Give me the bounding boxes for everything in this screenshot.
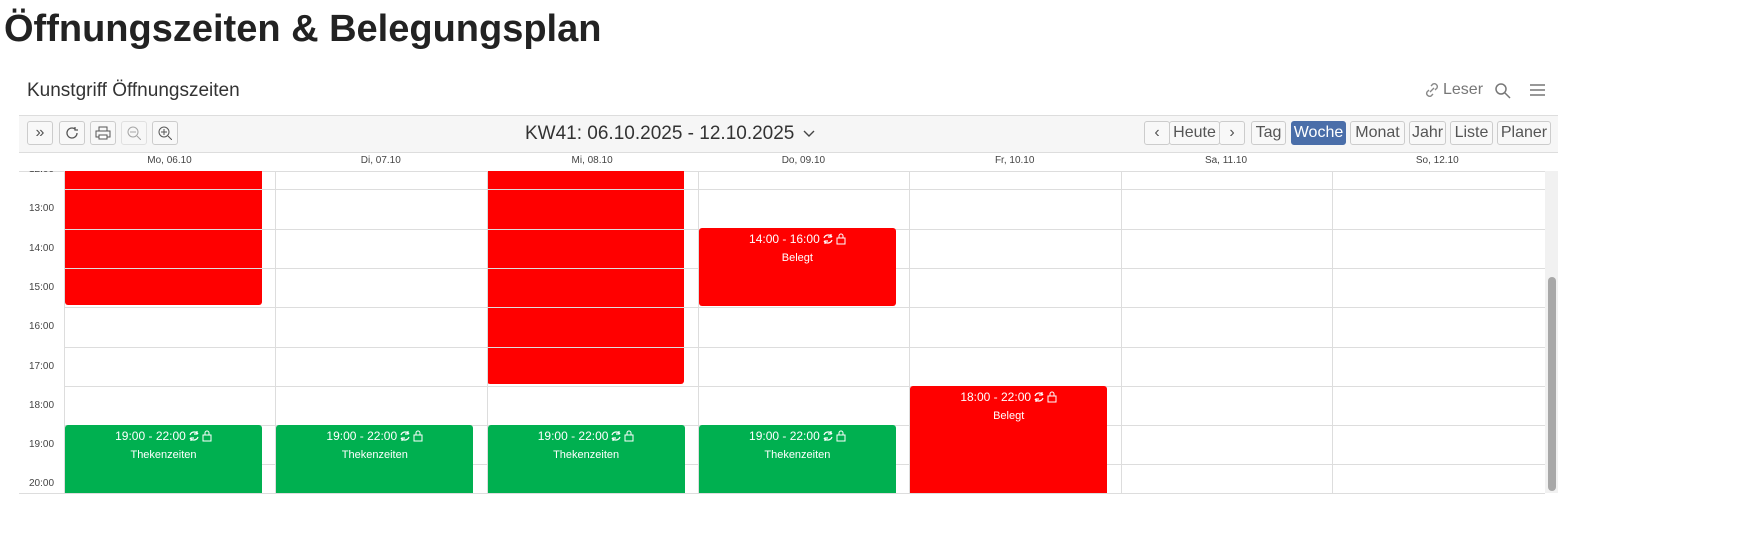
event[interactable]: 19:00 - 22:00 Thekenzeiten [276, 425, 474, 493]
event-time-row: 19:00 - 22:00 [488, 428, 685, 444]
day-label: Do, 09.10 [781, 155, 826, 166]
event[interactable]: 18:00 - 22:00 Belegt [910, 386, 1108, 493]
hour-line [64, 307, 1545, 309]
recurring-icon [611, 431, 622, 441]
event-time: 19:00 - 22:00 [749, 429, 820, 443]
hour-line [64, 189, 1545, 191]
zoom-in-icon [158, 126, 172, 140]
next-button[interactable]: › [1219, 121, 1245, 145]
event[interactable] [487, 171, 684, 384]
reader-link[interactable]: Leser [1424, 81, 1483, 99]
recurring-icon [1034, 392, 1044, 402]
time-label: 20:00 [28, 478, 55, 490]
lock-icon [836, 430, 846, 442]
date-range[interactable]: KW41: 06.10.2025 - 12.10.2025 [525, 123, 815, 145]
view-button[interactable]: Liste [1450, 121, 1493, 145]
expand-button[interactable]: » [27, 121, 53, 145]
event-time-row: 14:00 - 16:00 [699, 231, 896, 247]
view-button[interactable]: Woche [1291, 121, 1346, 145]
event[interactable]: 14:00 - 16:00 Belegt [698, 228, 896, 306]
time-label: 12:00 [19, 171, 64, 176]
lock-icon [202, 430, 212, 442]
event[interactable] [65, 171, 262, 305]
day-label: Sa, 11.10 [1204, 155, 1248, 166]
column-line [1120, 171, 1122, 493]
date-range-label: KW41: 06.10.2025 - 12.10.2025 [525, 123, 795, 144]
scrollbar [1545, 171, 1558, 493]
recurring-icon [189, 431, 199, 441]
refresh-button[interactable] [59, 121, 85, 145]
calendar-body: 12:00 13:00 14:00 15:00 16:00 17:00 18:00 19:00… [19, 171, 1545, 494]
event-title: Belegt [993, 410, 1025, 422]
column-line [275, 171, 277, 493]
zoom-in-button[interactable] [152, 121, 178, 145]
recurring-icon [823, 234, 833, 244]
day-label: Mo, 06.10 [147, 155, 192, 166]
day-label: Mi, 08.10 [571, 155, 613, 166]
column-line [1331, 171, 1333, 493]
toolbar: » KW41: 06.10.2025 - 12.10.2025 ‹ Heute … [19, 115, 1558, 153]
zoom-out-icon [127, 126, 141, 140]
search-icon[interactable] [1494, 82, 1511, 99]
column-line [64, 171, 65, 493]
view-button[interactable]: Tag [1251, 121, 1286, 145]
view-button[interactable]: Monat [1350, 121, 1405, 145]
event-title: Thekenzeiten [130, 449, 197, 461]
view-button[interactable]: Jahr [1409, 121, 1446, 145]
event[interactable]: 19:00 - 22:00 Thekenzeiten [65, 425, 262, 493]
time-label: 15:00 [28, 281, 55, 293]
column-line [486, 171, 488, 493]
lock-icon [624, 430, 634, 442]
event-time: 19:00 - 22:00 [115, 429, 186, 443]
event[interactable]: 19:00 - 22:00 Thekenzeiten [487, 425, 685, 493]
event-time-row: 19:00 - 22:00 [276, 428, 473, 444]
event-time: 19:00 - 22:00 [537, 429, 609, 443]
event-title: Thekenzeiten [341, 449, 408, 461]
prev-button[interactable]: ‹ [1144, 121, 1170, 145]
scrollbar-thumb[interactable] [1548, 277, 1556, 491]
event[interactable]: 19:00 - 22:00 Thekenzeiten [698, 425, 896, 493]
event-title: Thekenzeiten [764, 449, 831, 461]
event-time: 14:00 - 16:00 [749, 232, 820, 246]
hour-line [64, 385, 1545, 387]
column-line [697, 171, 699, 493]
lock-icon [836, 233, 846, 245]
lock-icon [413, 430, 423, 442]
print-icon [95, 126, 111, 140]
today-button[interactable]: Heute [1169, 121, 1220, 145]
print-button[interactable] [90, 121, 116, 145]
event-time-row: 19:00 - 22:00 [699, 428, 896, 444]
day-label: Fr, 10.10 [994, 155, 1035, 166]
recurring-icon [400, 431, 410, 441]
link-icon [1426, 83, 1438, 97]
time-label: 17:00 [28, 360, 55, 372]
day-label: So, 12.10 [1415, 155, 1459, 166]
column-line [909, 171, 911, 493]
day-header: Mo, 06.10 Di, 07.10 Mi, 08.10 Do, 09.10 Fr, … [19, 151, 1545, 172]
dropdown-icon [803, 130, 815, 137]
time-label: 19:00 [28, 439, 55, 451]
reader-label: Leser [1443, 81, 1484, 98]
page-title: Öffnungszeiten & Belegungsplan [4, 8, 602, 50]
time-label: 14:00 [28, 242, 55, 254]
event-time-row: 19:00 - 22:00 [65, 428, 262, 444]
event-time-row: 18:00 - 22:00 [910, 389, 1107, 405]
time-label: 16:00 [28, 321, 55, 333]
event-title: Belegt [781, 252, 813, 264]
zoom-out-button[interactable] [121, 121, 147, 145]
hour-line [64, 346, 1545, 348]
event-time: 18:00 - 22:00 [960, 390, 1032, 404]
view-button[interactable]: Planer [1497, 121, 1551, 145]
event-time: 19:00 - 22:00 [326, 429, 398, 443]
widget-title: Kunstgriff Öffnungszeiten [27, 80, 240, 101]
refresh-icon [66, 127, 78, 139]
menu-icon[interactable] [1530, 83, 1545, 97]
day-label: Di, 07.10 [360, 155, 401, 166]
recurring-icon [823, 431, 833, 441]
lock-icon [1047, 391, 1057, 403]
time-label: 18:00 [28, 399, 55, 411]
time-label: 13:00 [28, 203, 55, 215]
event-title: Thekenzeiten [553, 449, 620, 461]
